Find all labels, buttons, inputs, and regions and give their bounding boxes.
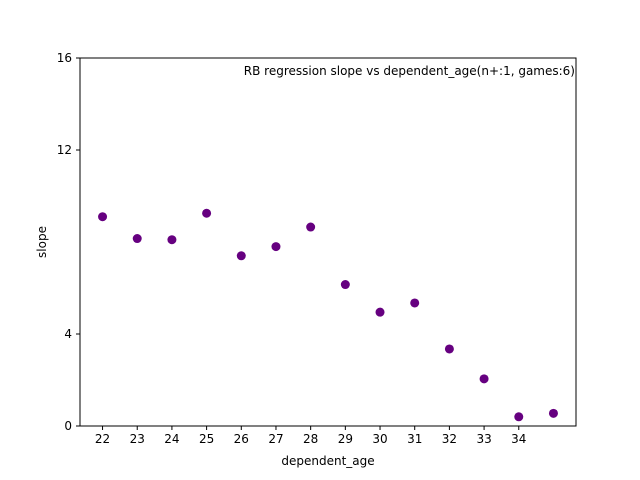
x-tick-label: 28 xyxy=(303,432,318,446)
x-tick-label: 32 xyxy=(442,432,457,446)
data-point xyxy=(479,374,489,384)
x-tick-label: 26 xyxy=(234,432,249,446)
x-tick-label: 34 xyxy=(511,432,526,446)
y-tick-label: 4 xyxy=(64,327,72,341)
data-point xyxy=(548,408,558,418)
y-axis: 0 4 12 16 xyxy=(57,51,80,433)
x-tick-label: 24 xyxy=(164,432,179,446)
chart-title: RB regression slope vs dependent_age(n+:… xyxy=(244,64,575,78)
data-points xyxy=(98,208,558,422)
y-tick-label: 0 xyxy=(64,419,72,433)
data-point xyxy=(271,242,281,252)
data-point xyxy=(375,307,385,317)
y-tick-label: 12 xyxy=(57,143,72,157)
data-point xyxy=(202,208,212,218)
y-axis-label: slope xyxy=(35,226,49,258)
plot-frame xyxy=(79,57,577,427)
x-tick-label: 33 xyxy=(476,432,491,446)
x-tick-label: 25 xyxy=(199,432,214,446)
data-point xyxy=(306,222,316,232)
x-tick-label: 29 xyxy=(338,432,353,446)
data-point xyxy=(167,235,177,245)
x-tick-label: 31 xyxy=(407,432,422,446)
x-tick-label: 27 xyxy=(268,432,283,446)
x-tick-label: 22 xyxy=(95,432,110,446)
data-point xyxy=(410,298,420,308)
data-point xyxy=(340,280,350,290)
y-tick-label: 16 xyxy=(57,51,72,65)
plot-background xyxy=(80,58,576,426)
data-point xyxy=(514,412,524,422)
data-point xyxy=(132,234,142,244)
x-axis: 22 23 24 25 26 27 28 29 30 31 32 33 34 xyxy=(95,426,526,446)
x-tick-label: 30 xyxy=(372,432,387,446)
data-point xyxy=(98,212,108,222)
data-point xyxy=(444,344,454,354)
x-tick-label: 23 xyxy=(130,432,145,446)
x-axis-label: dependent_age xyxy=(281,454,374,468)
data-point xyxy=(236,251,246,261)
